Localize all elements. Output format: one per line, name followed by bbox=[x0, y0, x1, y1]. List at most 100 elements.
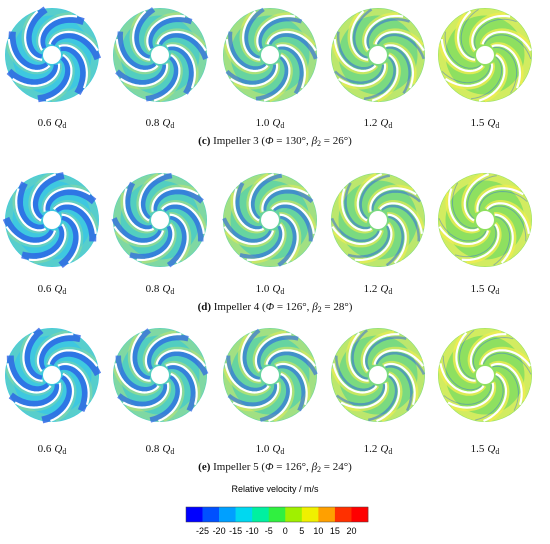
blade-high-zone bbox=[268, 52, 293, 103]
low-velocity-zone bbox=[381, 204, 421, 242]
colorbar-swatch bbox=[268, 507, 286, 522]
colorbar-tick-label: -5 bbox=[264, 526, 273, 536]
blade bbox=[151, 187, 199, 212]
low-velocity-zone bbox=[438, 218, 487, 242]
blade-high-zone bbox=[331, 44, 379, 75]
flow-subscript: d bbox=[495, 447, 500, 456]
blade-high-zone bbox=[451, 381, 497, 412]
blade-high-zone bbox=[12, 192, 48, 234]
blade-high-zone bbox=[438, 44, 486, 75]
blade-high-zone bbox=[383, 42, 417, 85]
low-velocity-zone bbox=[115, 64, 168, 86]
low-velocity-zone bbox=[15, 181, 45, 232]
low-velocity-zone bbox=[42, 187, 97, 211]
low-velocity-zone bbox=[22, 327, 44, 383]
blade bbox=[153, 54, 181, 102]
low-velocity-zone bbox=[359, 174, 391, 220]
low-velocity-zone bbox=[167, 44, 195, 95]
blade-high-zone bbox=[466, 222, 502, 264]
colorbar-swatch bbox=[219, 507, 236, 522]
blade bbox=[384, 44, 415, 89]
low-velocity-zone bbox=[460, 8, 479, 59]
hub bbox=[369, 211, 387, 229]
blade-high-zone bbox=[223, 44, 271, 75]
blade-high-zone bbox=[129, 12, 151, 63]
caption-part: (e) bbox=[198, 461, 211, 473]
blade-high-zone bbox=[15, 62, 63, 90]
blade-high-zone bbox=[360, 330, 395, 374]
low-velocity-zone bbox=[36, 333, 81, 371]
low-velocity-zone bbox=[493, 216, 511, 266]
blade-high-zone bbox=[371, 346, 423, 366]
blade bbox=[266, 30, 317, 52]
blade bbox=[7, 38, 51, 73]
low-velocity-zone bbox=[344, 182, 371, 230]
blade bbox=[15, 188, 47, 232]
blade bbox=[486, 202, 530, 234]
caption-part: Impeller 3 ( bbox=[210, 135, 266, 147]
low-velocity-zone bbox=[235, 182, 263, 231]
blade bbox=[53, 202, 97, 234]
blade bbox=[224, 363, 270, 394]
blade-high-zone bbox=[269, 200, 317, 229]
colorbar-title: Relative velocity / m/s bbox=[231, 484, 319, 494]
caption-part: 2 bbox=[317, 465, 322, 474]
low-velocity-zone bbox=[21, 224, 67, 261]
blade bbox=[155, 349, 206, 367]
flow-subscript: d bbox=[280, 447, 285, 456]
flow-symbol: Q bbox=[380, 443, 389, 455]
hub bbox=[261, 211, 279, 229]
blade bbox=[439, 363, 485, 394]
flow-subscript: d bbox=[280, 121, 285, 130]
blade-high-zone bbox=[120, 192, 156, 234]
blade-high-zone bbox=[344, 381, 390, 412]
colorbar-swatch bbox=[334, 507, 352, 522]
blade-high-zone bbox=[341, 62, 389, 90]
blade-high-zone bbox=[158, 52, 183, 103]
caption-part: (c) bbox=[198, 135, 211, 147]
blade-high-zone bbox=[18, 381, 64, 412]
blade bbox=[276, 44, 307, 89]
row-caption: (c) Impeller 3 (Φ = 130°, β2 = 26°) bbox=[0, 135, 550, 148]
low-velocity-zone bbox=[2, 216, 57, 245]
blade-high-zone bbox=[28, 172, 51, 224]
flow-value: 0.6 bbox=[37, 283, 52, 295]
blade-high-zone bbox=[345, 334, 370, 384]
flow-symbol: Q bbox=[162, 443, 171, 455]
blade-high-zone bbox=[347, 12, 369, 63]
blade-high-zone bbox=[237, 334, 262, 384]
low-velocity-zone bbox=[145, 334, 189, 371]
blade-high-zone bbox=[112, 368, 162, 396]
flow-value: 1.2 bbox=[363, 117, 378, 129]
blade bbox=[354, 223, 393, 262]
blade-high-zone bbox=[454, 12, 476, 63]
blade bbox=[478, 54, 506, 102]
caption-part: = 28°) bbox=[321, 301, 353, 313]
panel-label: 1.5 Qd bbox=[435, 117, 535, 130]
low-velocity-zone bbox=[334, 64, 385, 84]
blade-high-zone bbox=[445, 192, 481, 234]
flow-symbol: Q bbox=[54, 443, 63, 455]
flow-symbol: Q bbox=[162, 283, 171, 295]
row-caption: (d) Impeller 4 (Φ = 126°, β2 = 28°) bbox=[0, 301, 550, 314]
blade-high-zone bbox=[127, 334, 152, 384]
flow-symbol: Q bbox=[487, 443, 496, 455]
blade-high-zone bbox=[263, 346, 315, 366]
flow-subscript: d bbox=[62, 121, 67, 130]
low-velocity-zone bbox=[336, 384, 386, 406]
blade bbox=[461, 223, 500, 262]
blade bbox=[494, 213, 514, 264]
blade-high-zone bbox=[51, 200, 99, 229]
low-velocity-zone bbox=[6, 64, 61, 87]
blade bbox=[271, 202, 315, 234]
low-velocity-zone bbox=[53, 202, 97, 242]
low-velocity-zone bbox=[8, 383, 62, 408]
low-velocity-zone bbox=[31, 172, 65, 222]
caption-part: = 126°, bbox=[274, 301, 313, 313]
low-velocity-zone bbox=[149, 373, 181, 423]
low-velocity-zone bbox=[244, 7, 265, 60]
low-velocity-zone bbox=[385, 365, 413, 412]
blade-high-zone bbox=[259, 184, 306, 214]
caption-part: = 126°, bbox=[273, 461, 312, 473]
